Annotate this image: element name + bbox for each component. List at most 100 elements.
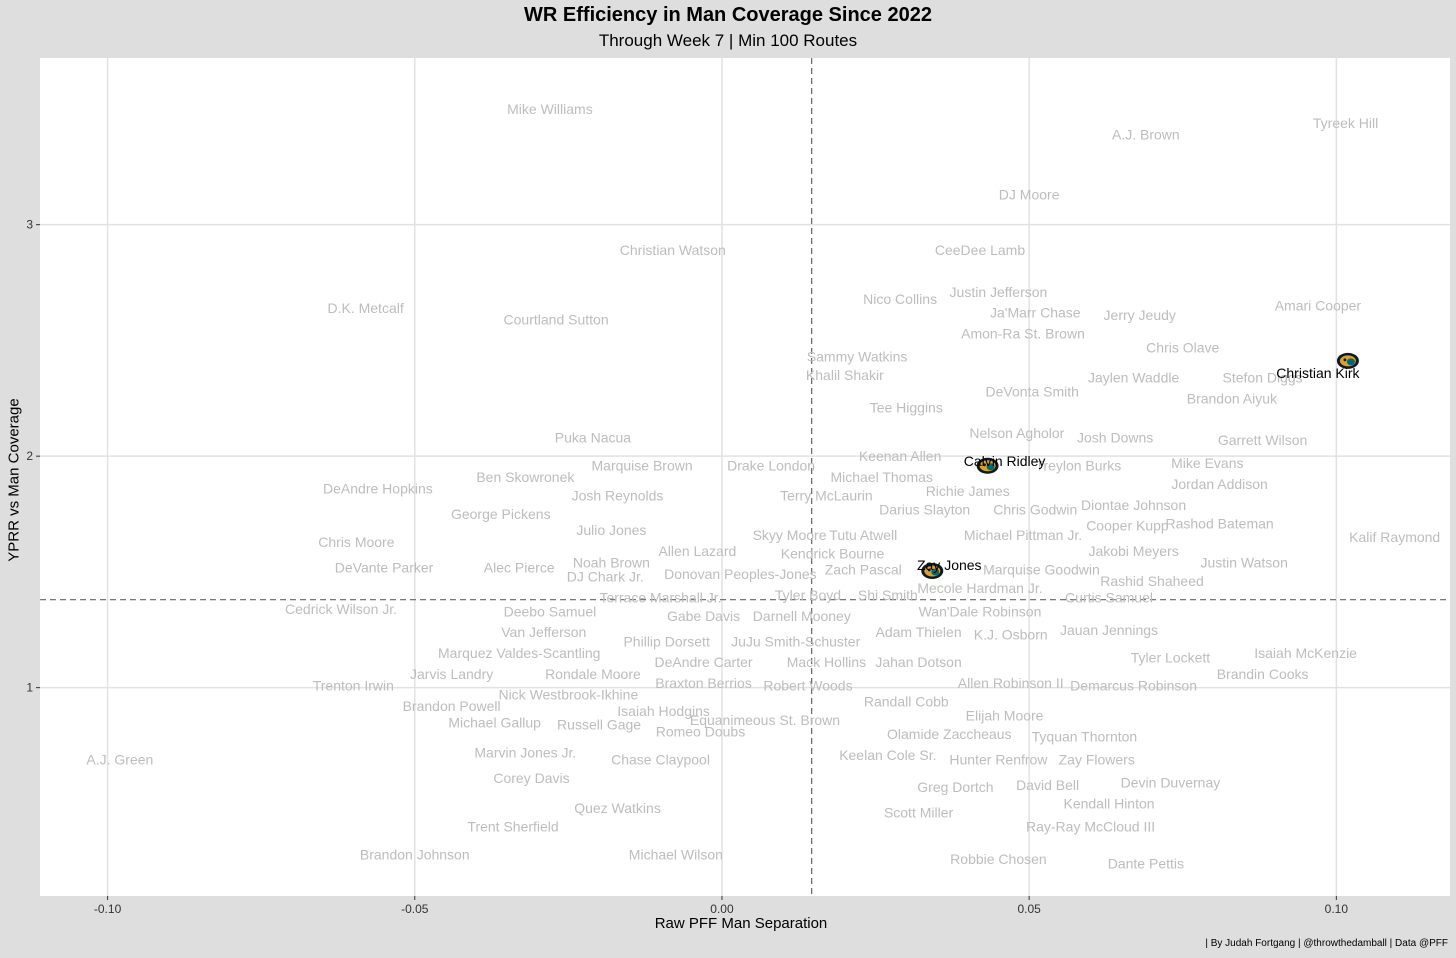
highlighted-player-label: Christian Kirk [1276, 365, 1360, 381]
highlighted-player-label: Zay Jones [917, 557, 982, 573]
x-tick-label: 0.10 [1325, 902, 1349, 916]
player-label: Josh Downs [1077, 430, 1153, 446]
player-label: Keelan Cole Sr. [839, 747, 936, 763]
player-label: Curtis Samuel [1065, 589, 1153, 605]
player-label: Zach Pascal [825, 562, 902, 578]
grid-lines [40, 58, 1450, 896]
y-axis-ticks: 1 2 3 [26, 218, 40, 695]
player-label: Brandon Johnson [360, 846, 470, 862]
player-label: Khalil Shakir [806, 367, 884, 383]
player-label: Isaiah McKenzie [1254, 645, 1357, 661]
player-label: Treylon Burks [1035, 457, 1121, 473]
player-label: Equanimeous St. Brown [690, 712, 840, 728]
jaguars-logo-icon [976, 457, 999, 474]
player-label: Julio Jones [576, 522, 646, 538]
player-label: A.J. Green [86, 751, 153, 767]
player-label: Justin Jefferson [950, 284, 1048, 300]
player-label: Mack Hollins [787, 654, 866, 670]
player-label: Christian Watson [620, 242, 726, 258]
player-label: Van Jefferson [501, 624, 586, 640]
player-label: Olamide Zaccheaus [887, 726, 1012, 742]
player-label: Chris Moore [318, 534, 394, 550]
y-tick-label: 3 [26, 218, 33, 232]
player-label: Ja'Marr Chase [990, 305, 1081, 321]
player-label: D.K. Metcalf [327, 300, 403, 316]
player-label: Marquez Valdes-Scantling [438, 645, 600, 661]
player-label: Romeo Doubs [656, 724, 746, 740]
player-label: Randall Cobb [864, 694, 949, 710]
chart-caption: | By Judah Fortgang | @throwthedamball |… [1205, 938, 1448, 949]
player-label: Gabe Davis [667, 608, 740, 624]
player-label: Nelson Agholor [969, 425, 1064, 441]
player-label: Jaylen Waddle [1088, 369, 1180, 385]
x-tick-label: 0.05 [1017, 902, 1041, 916]
player-label: Diontae Johnson [1081, 497, 1186, 513]
player-label: Nico Collins [863, 291, 937, 307]
player-label: DeVante Parker [335, 559, 434, 575]
player-label: Terrace Marshall Jr. [599, 589, 721, 605]
player-label: Jahan Dotson [875, 654, 961, 670]
player-label: Nick Westbrook-Ikhine [498, 687, 638, 703]
x-axis-label: Raw PFF Man Separation [654, 915, 828, 932]
player-label: Jakobi Meyers [1088, 543, 1178, 559]
player-label: Allen Robinson II [958, 675, 1064, 691]
player-label: Rondale Moore [545, 666, 641, 682]
y-tick-label: 2 [26, 449, 33, 463]
player-labels: Tyreek Hill A.J. Brown Mike Williams DJ Moo… [86, 101, 1440, 872]
player-label: Keenan Allen [859, 448, 942, 464]
player-label: Alec Pierce [484, 559, 555, 575]
player-label: Dante Pettis [1108, 856, 1184, 872]
player-label: Jordan Addison [1171, 476, 1268, 492]
x-tick-label: 0.00 [710, 902, 734, 916]
y-axis-label: YPRR vs Man Coverage [5, 398, 23, 562]
player-label: Corey Davis [493, 770, 569, 786]
y-tick-label: 1 [26, 681, 33, 695]
jaguars-logo-icon [1336, 352, 1359, 369]
x-tick-label: -0.10 [94, 902, 122, 916]
chart-title: WR Efficiency in Man Coverage Since 2022 [524, 4, 932, 26]
player-label: Marvin Jones Jr. [474, 744, 576, 760]
player-label: Cedrick Wilson Jr. [285, 601, 397, 617]
player-label: Brandon Powell [403, 698, 501, 714]
player-label: Cooper Kupp [1086, 518, 1169, 534]
player-label: Greg Dortch [917, 779, 993, 795]
player-label: Marquise Goodwin [983, 562, 1100, 578]
player-label: Allen Lazard [658, 543, 736, 559]
player-label: Jarvis Landry [410, 666, 493, 682]
plot-panel [40, 58, 1450, 896]
player-label: Garrett Wilson [1218, 432, 1307, 448]
player-label: Mike Williams [507, 101, 593, 117]
player-label: Skyy Moore [753, 527, 827, 543]
player-label: JuJu Smith-Schuster [731, 633, 860, 649]
player-label: Tutu Atwell [829, 527, 897, 543]
player-label: Robbie Chosen [950, 851, 1047, 867]
highlighted-player-label: Calvin Ridley [964, 453, 1046, 469]
jaguars-logo-icon [921, 562, 944, 579]
x-tick-label: -0.05 [401, 902, 429, 916]
player-label: Brandon Aiyuk [1187, 390, 1278, 406]
player-label: Mecole Hardman Jr. [917, 580, 1042, 596]
player-label: Stefon Diggs [1223, 369, 1303, 385]
player-label: Rashid Shaheed [1100, 573, 1204, 589]
player-label: Darius Slayton [879, 501, 970, 517]
reference-lines [40, 58, 1450, 896]
player-label: Quez Watkins [574, 800, 661, 816]
highlighted-players: Christian Kirk Calvin Ridley Zay Jones [917, 352, 1361, 579]
player-label: Kendall Hinton [1063, 795, 1154, 811]
player-label: Michael Wilson [629, 846, 723, 862]
player-label: Jerry Jeudy [1104, 307, 1176, 323]
player-label: Deebo Samuel [504, 603, 597, 619]
chart-subtitle: Through Week 7 | Min 100 Routes [598, 31, 858, 50]
player-label: Amon-Ra St. Brown [961, 325, 1085, 341]
player-label: Devin Duvernay [1121, 775, 1221, 791]
player-label: David Bell [1016, 777, 1079, 793]
player-label: Braxton Berrios [655, 675, 751, 691]
player-label: Chase Claypool [611, 751, 710, 767]
player-label: Rashod Bateman [1166, 515, 1274, 531]
player-label: Adam Thielen [875, 624, 961, 640]
player-label: Scott Miller [884, 805, 954, 821]
player-label: Zay Flowers [1059, 751, 1135, 767]
player-label: Amari Cooper [1275, 298, 1362, 314]
player-label: Michael Pittman Jr. [964, 527, 1082, 543]
